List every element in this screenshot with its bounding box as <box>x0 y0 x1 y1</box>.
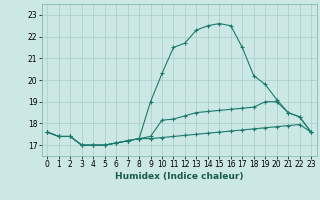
X-axis label: Humidex (Indice chaleur): Humidex (Indice chaleur) <box>115 172 244 181</box>
